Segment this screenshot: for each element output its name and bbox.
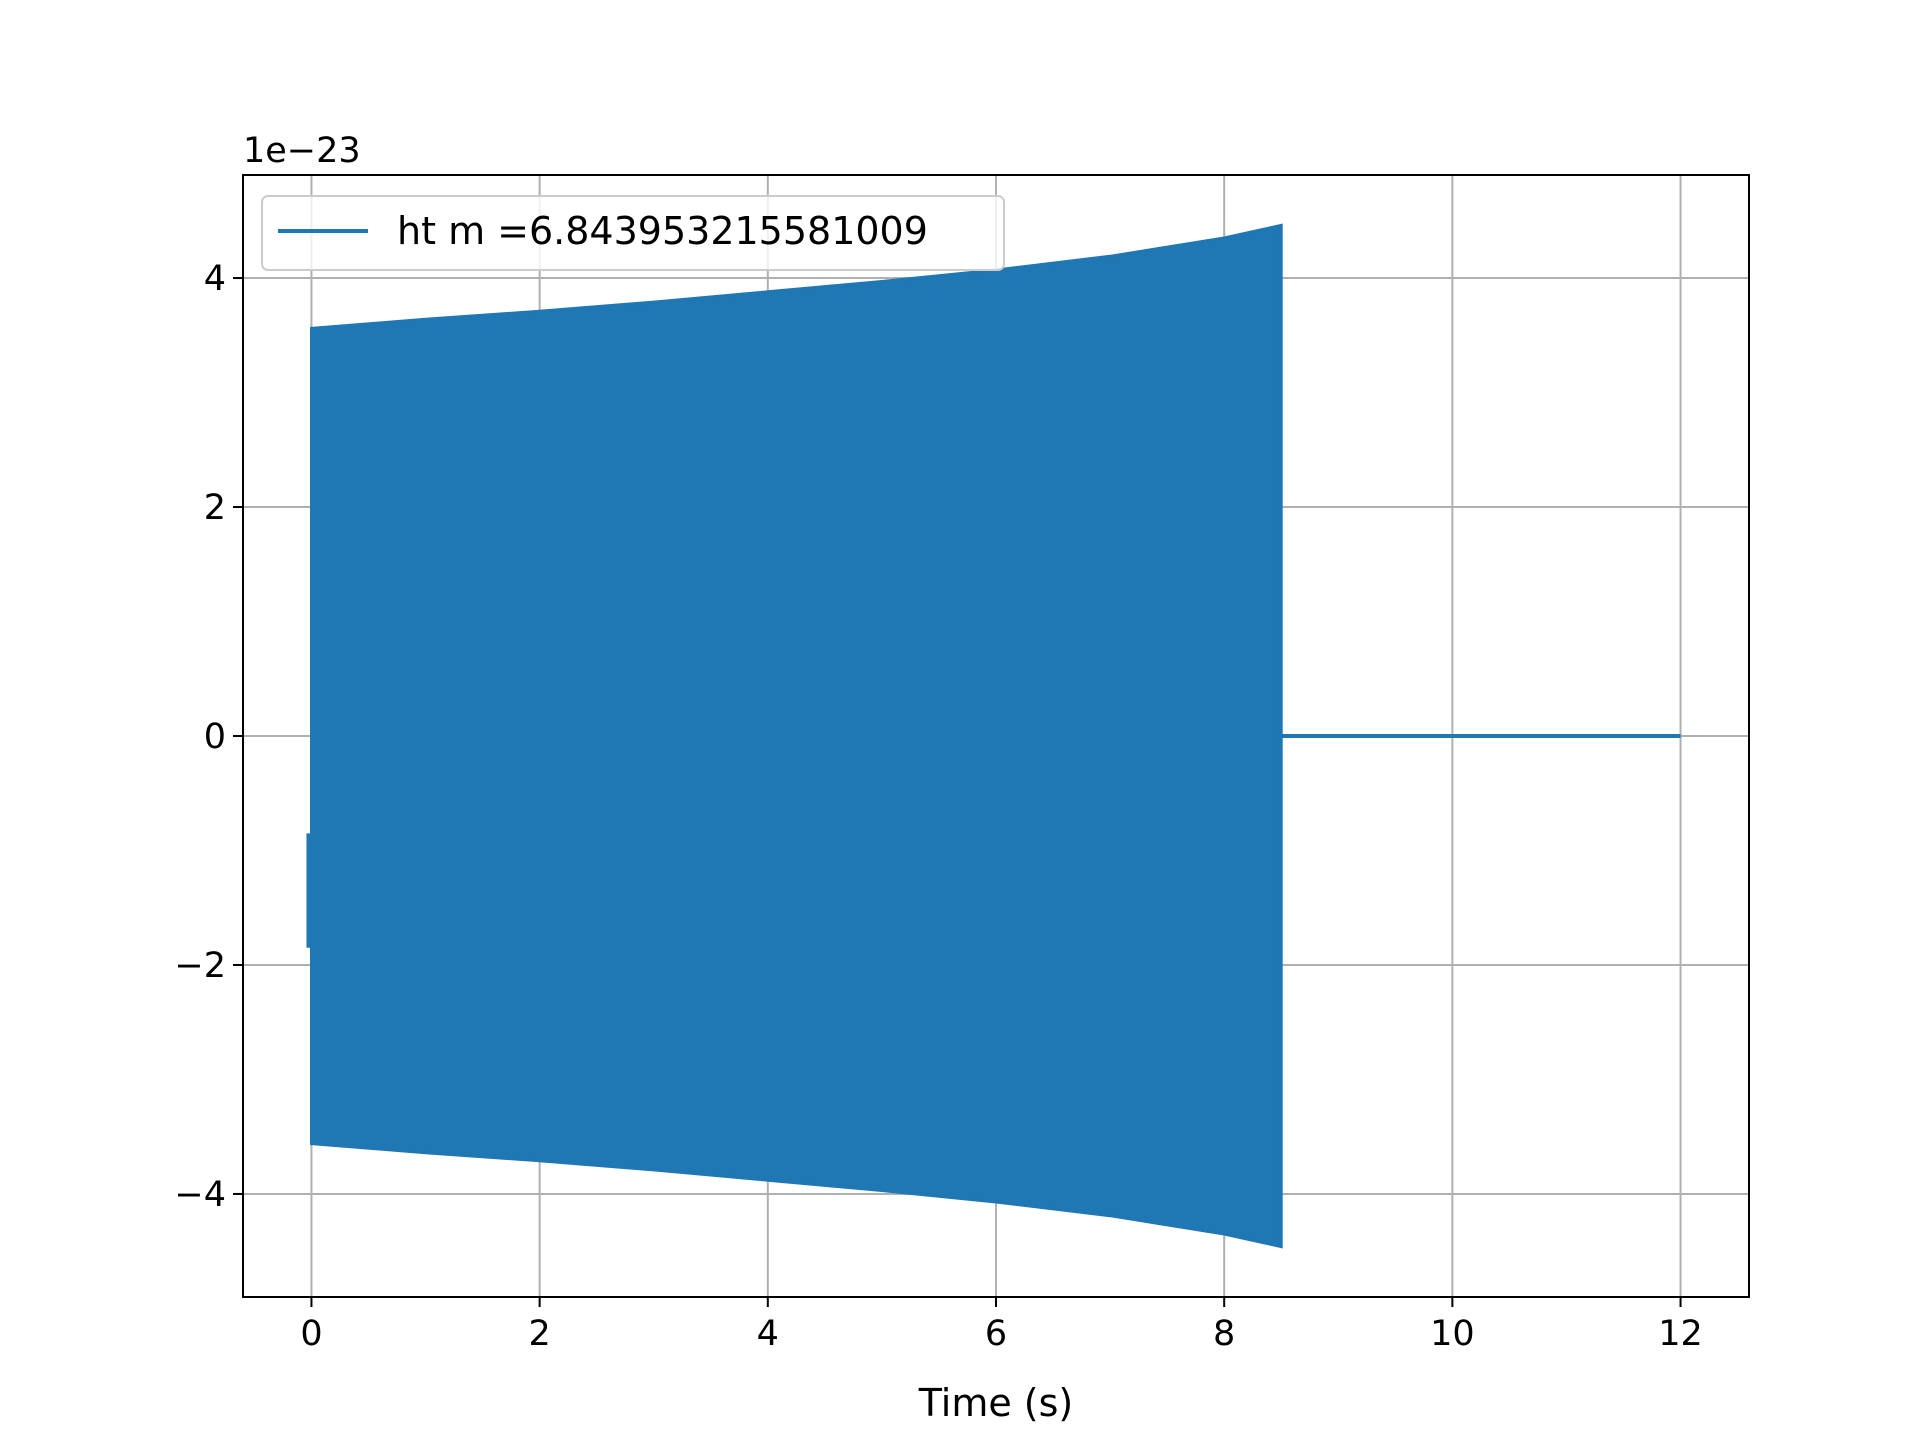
legend-box [261,195,1005,271]
y-tick-label: 4 [204,259,226,299]
x-tick-label: 4 [757,1314,779,1354]
x-tick-label: 12 [1658,1314,1703,1354]
x-axis-label: Time (s) [918,1381,1074,1425]
x-tick-label: 6 [985,1314,1007,1354]
y-tick-label: 0 [204,717,226,757]
legend-label: ht m =6.843953215581009 [397,209,928,253]
x-tick-label: 2 [528,1314,550,1354]
y-tick-label: −4 [174,1175,226,1215]
ticks: 0 2 4 6 8 10 12 −4 −2 0 2 4 [174,259,1702,1354]
y-offset-text: 1e−23 [243,131,361,171]
legend: ht m =6.843953215581009 [261,195,1005,271]
x-tick-label: 0 [300,1314,322,1354]
x-tick-label: 10 [1430,1314,1475,1354]
x-tick-label: 8 [1213,1314,1235,1354]
y-tick-label: −2 [174,946,226,986]
plot-area [306,223,1681,1249]
series-envelope [310,223,1283,1249]
y-tick-label: 2 [204,488,226,528]
